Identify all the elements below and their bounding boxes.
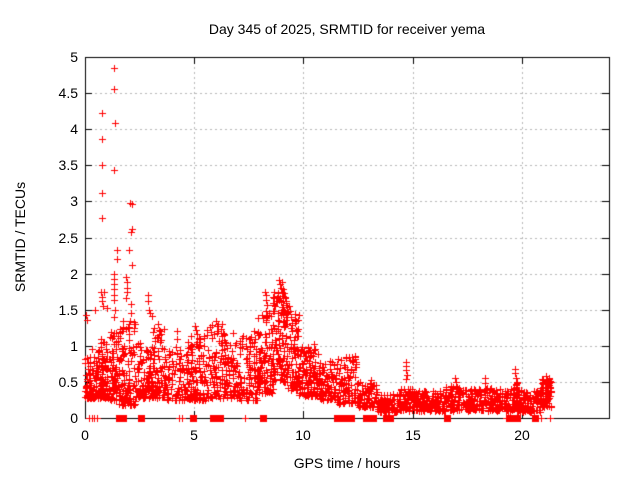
y-tick-label: 3 <box>70 193 78 209</box>
y-tick-label: 2.5 <box>58 230 78 246</box>
x-tick-label: 0 <box>81 427 89 443</box>
x-tick-label: 20 <box>514 427 530 443</box>
x-tick-label: 15 <box>405 427 421 443</box>
chart-title: Day 345 of 2025, SRMTID for receiver yem… <box>208 21 486 37</box>
y-tick-label: 1.5 <box>58 302 78 318</box>
y-tick-label: 3.5 <box>58 157 78 173</box>
x-axis-title: GPS time / hours <box>293 455 401 471</box>
y-tick-label: 4 <box>70 121 78 137</box>
y-tick-label: 4.5 <box>58 85 78 101</box>
x-tick-label: 5 <box>190 427 198 443</box>
y-tick-label: 1 <box>70 338 78 354</box>
y-tick-label: 0.5 <box>58 374 78 390</box>
y-tick-label: 2 <box>70 266 78 282</box>
y-tick-label: 0 <box>70 410 78 426</box>
x-tick-label: 10 <box>295 427 311 443</box>
y-tick-label: 5 <box>70 49 78 65</box>
